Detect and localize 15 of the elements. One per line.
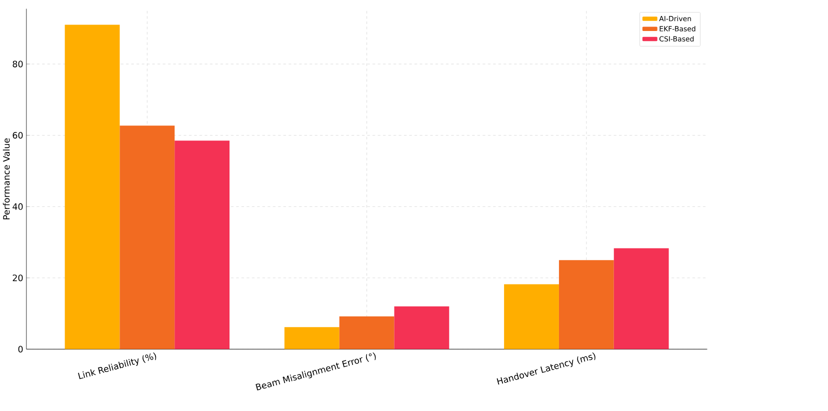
y-axis-title: Performance Value: [2, 138, 10, 219]
y-tick-label: 0: [18, 346, 23, 352]
y-tick-label: 60: [12, 132, 23, 138]
bar: [284, 326, 340, 349]
y-tick-label: 20: [12, 274, 23, 281]
bar: [64, 24, 120, 349]
y-tick-label: 80: [12, 60, 23, 68]
bar: [120, 125, 175, 349]
bar: [394, 306, 450, 349]
bar: [614, 248, 669, 349]
bar: [339, 316, 394, 349]
bar: [504, 284, 559, 349]
bar: [558, 260, 614, 349]
y-tick-label: 40: [12, 203, 23, 210]
bar: [174, 140, 230, 349]
